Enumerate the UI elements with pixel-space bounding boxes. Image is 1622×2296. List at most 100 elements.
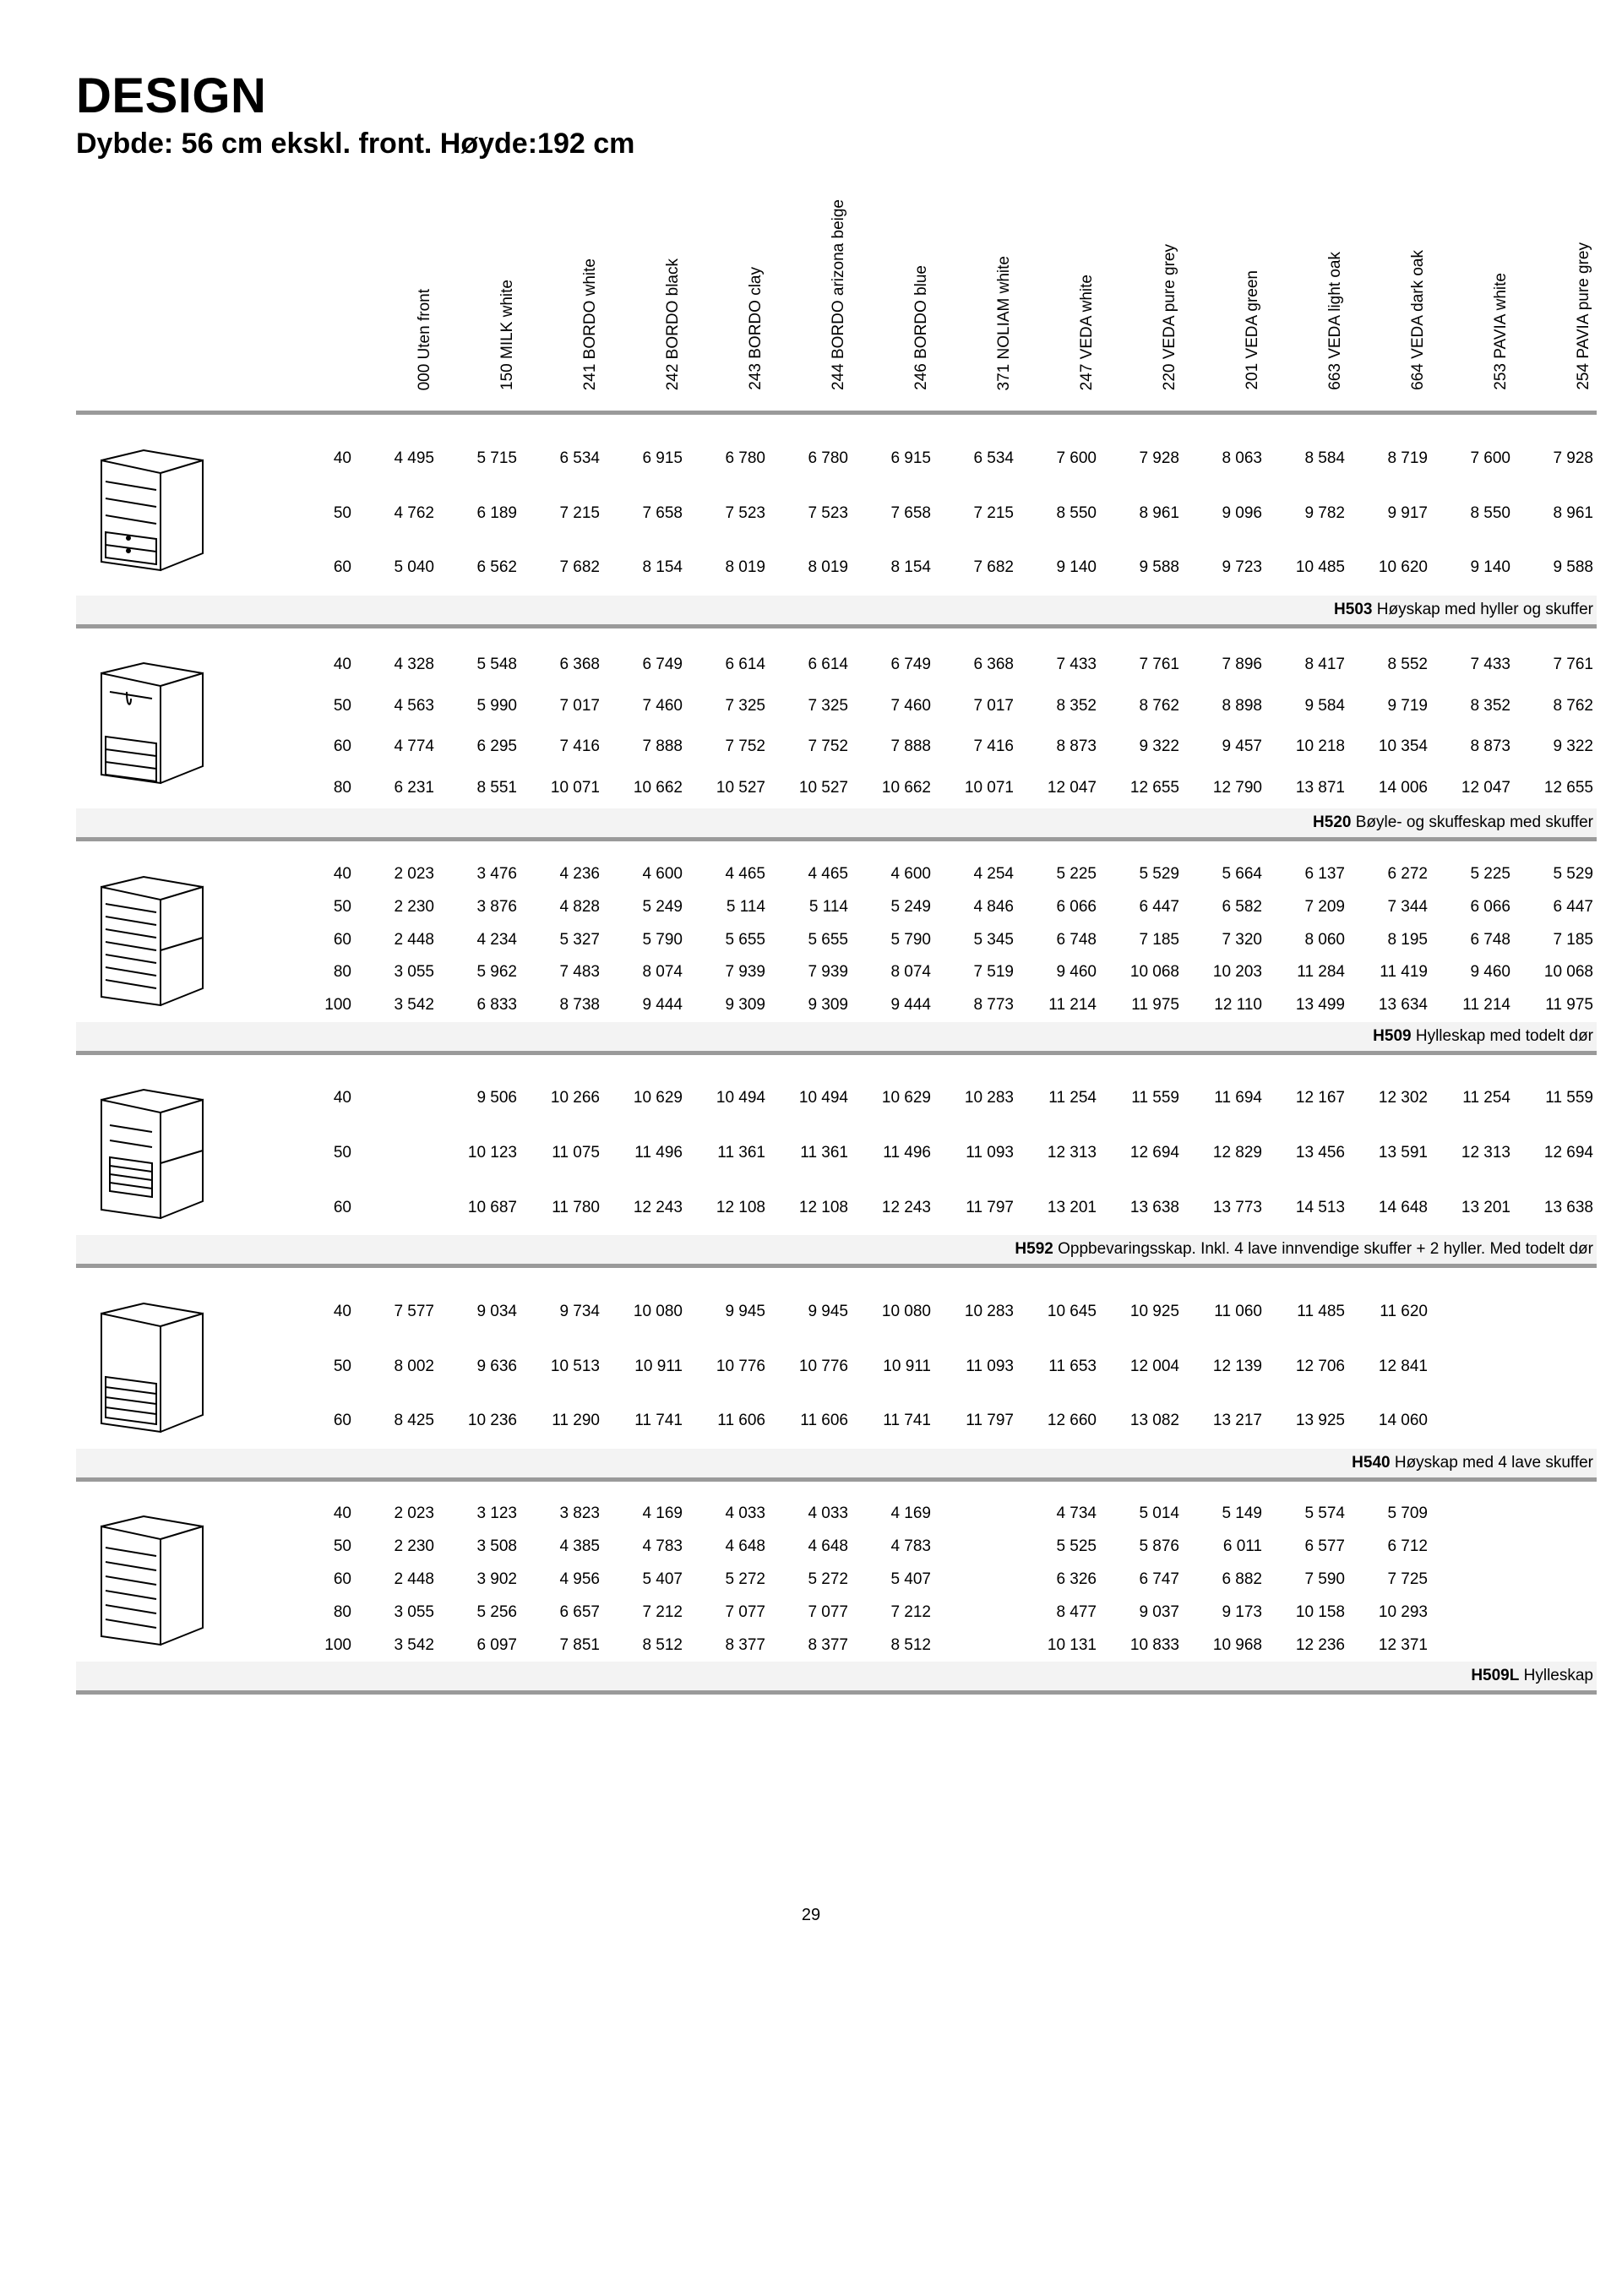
price-cell: 5 709 (1348, 1498, 1431, 1531)
size-cell: 60 (296, 923, 355, 956)
price-cell: 5 655 (769, 923, 852, 956)
section-caption: H592 Oppbevaringsskap. Inkl. 4 lave innv… (76, 1235, 1597, 1266)
price-cell: 12 694 (1514, 1126, 1597, 1181)
price-cell: 13 082 (1100, 1394, 1183, 1449)
price-cell: 4 328 (355, 645, 438, 686)
price-cell: 10 911 (852, 1339, 934, 1394)
size-cell: 40 (296, 858, 355, 891)
price-cell: 8 550 (1017, 486, 1100, 541)
price-cell: 10 071 (520, 768, 603, 809)
price-cell: 5 272 (686, 1564, 769, 1597)
price-cell: 8 019 (769, 541, 852, 596)
price-cell: 8 154 (852, 541, 934, 596)
price-cell: 8 762 (1100, 686, 1183, 727)
size-cell: 40 (296, 1071, 355, 1126)
price-cell: 10 629 (603, 1071, 686, 1126)
price-cell: 7 725 (1348, 1564, 1431, 1597)
price-cell: 3 476 (438, 858, 520, 891)
price-cell: 3 823 (520, 1498, 603, 1531)
price-cell: 6 657 (520, 1596, 603, 1629)
price-cell: 5 345 (934, 923, 1017, 956)
price-cell: 9 444 (603, 989, 686, 1022)
price-cell: 7 577 (355, 1285, 438, 1340)
size-cell: 80 (296, 768, 355, 809)
price-cell: 12 302 (1348, 1071, 1431, 1126)
price-cell: 10 833 (1100, 1629, 1183, 1662)
price-cell: 6 748 (1431, 923, 1514, 956)
price-cell: 11 496 (852, 1126, 934, 1181)
price-cell: 10 236 (438, 1394, 520, 1449)
price-cell: 4 033 (769, 1498, 852, 1531)
price-cell: 4 762 (355, 486, 438, 541)
price-cell: 6 231 (355, 768, 438, 809)
price-cell: 9 945 (686, 1285, 769, 1340)
price-cell: 7 017 (934, 686, 1017, 727)
price-cell: 5 962 (438, 956, 520, 989)
price-cell (355, 1180, 438, 1235)
price-cell: 7 077 (769, 1596, 852, 1629)
price-cell: 9 782 (1265, 486, 1348, 541)
price-cell: 12 313 (1431, 1126, 1514, 1181)
cabinet-icon (76, 1071, 296, 1235)
price-cell: 13 591 (1348, 1126, 1431, 1181)
price-cell: 8 417 (1265, 645, 1348, 686)
price-cell: 11 419 (1348, 956, 1431, 989)
price-cell: 5 876 (1100, 1531, 1183, 1564)
price-cell: 11 290 (520, 1394, 603, 1449)
price-cell: 11 797 (934, 1180, 1017, 1235)
cabinet-icon (76, 1285, 296, 1449)
price-cell: 7 325 (686, 686, 769, 727)
price-cell: 4 600 (603, 858, 686, 891)
price-table: 000 Uten front150 MILK white241 BORDO wh… (76, 194, 1597, 1695)
price-cell: 3 542 (355, 1629, 438, 1662)
table-row: 402 0233 1233 8234 1694 0334 0334 1694 7… (76, 1498, 1597, 1531)
price-cell: 6 915 (852, 432, 934, 487)
price-cell: 6 066 (1431, 890, 1514, 923)
price-cell: 13 499 (1265, 989, 1348, 1022)
page-title: DESIGN (76, 68, 1546, 124)
price-cell: 10 080 (852, 1285, 934, 1340)
price-cell: 2 448 (355, 923, 438, 956)
table-row: 608 42510 23611 29011 74111 60611 60611 … (76, 1394, 1597, 1449)
price-cell: 10 968 (1183, 1629, 1265, 1662)
price-cell: 12 243 (852, 1180, 934, 1235)
price-cell: 9 734 (520, 1285, 603, 1340)
price-cell: 11 485 (1265, 1285, 1348, 1340)
size-cell: 60 (296, 1180, 355, 1235)
price-cell: 13 201 (1017, 1180, 1100, 1235)
price-cell: 12 110 (1183, 989, 1265, 1022)
table-row: 1003 5426 0977 8518 5128 3778 3778 51210… (76, 1629, 1597, 1662)
price-cell: 12 655 (1514, 768, 1597, 809)
table-row: 407 5779 0349 73410 0809 9459 94510 0801… (76, 1285, 1597, 1340)
section-caption: H509 Hylleskap med todelt dør (76, 1022, 1597, 1053)
column-header: 371 NOLIAM white (934, 194, 1017, 413)
cabinet-icon (76, 432, 296, 596)
column-header: 246 BORDO blue (852, 194, 934, 413)
price-cell: 2 448 (355, 1564, 438, 1597)
price-cell: 8 060 (1265, 923, 1348, 956)
price-cell: 9 034 (438, 1285, 520, 1340)
table-row: 806 2318 55110 07110 66210 52710 52710 6… (76, 768, 1597, 809)
price-cell: 6 368 (520, 645, 603, 686)
column-header: 254 PAVIA pure grey (1514, 194, 1597, 413)
price-cell: 6 272 (1348, 858, 1431, 891)
price-cell: 8 063 (1183, 432, 1265, 487)
table-row: 604 7746 2957 4167 8887 7527 7527 8887 4… (76, 726, 1597, 768)
price-cell: 13 634 (1348, 989, 1431, 1022)
price-cell: 6 915 (603, 432, 686, 487)
price-cell: 7 320 (1183, 923, 1265, 956)
price-cell: 10 527 (686, 768, 769, 809)
price-cell: 8 074 (852, 956, 934, 989)
price-cell: 6 447 (1100, 890, 1183, 923)
price-cell: 4 033 (686, 1498, 769, 1531)
price-cell: 7 523 (769, 486, 852, 541)
price-cell: 7 460 (852, 686, 934, 727)
price-cell: 12 655 (1100, 768, 1183, 809)
size-cell: 100 (296, 1629, 355, 1662)
price-cell: 4 846 (934, 890, 1017, 923)
price-cell: 7 682 (934, 541, 1017, 596)
price-cell: 7 851 (520, 1629, 603, 1662)
price-cell: 11 254 (1431, 1071, 1514, 1126)
price-cell: 10 776 (769, 1339, 852, 1394)
table-row: 605 0406 5627 6828 1548 0198 0198 1547 6… (76, 541, 1597, 596)
